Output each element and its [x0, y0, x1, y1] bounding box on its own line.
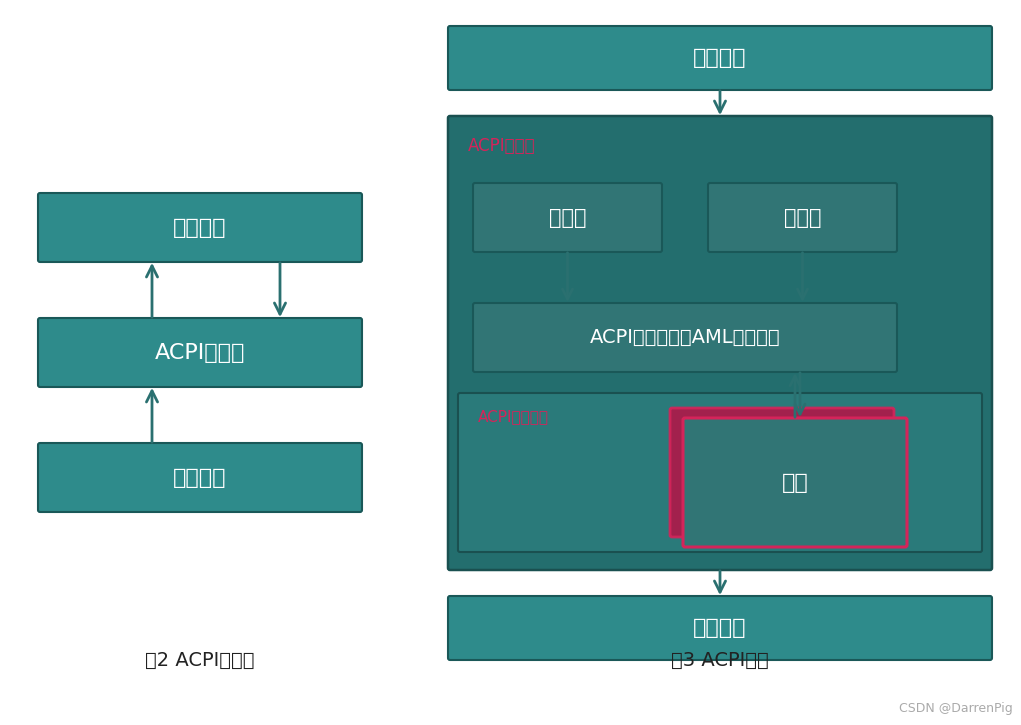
FancyBboxPatch shape	[38, 443, 362, 512]
Text: ACPI子系统: ACPI子系统	[155, 342, 245, 362]
FancyBboxPatch shape	[448, 116, 992, 570]
Text: 操作系统: 操作系统	[174, 218, 227, 238]
FancyBboxPatch shape	[683, 418, 907, 547]
FancyBboxPatch shape	[38, 318, 362, 387]
Text: 对象: 对象	[782, 473, 809, 492]
FancyBboxPatch shape	[708, 183, 897, 252]
FancyBboxPatch shape	[448, 26, 992, 90]
Text: ACPI机器语言（AML）解释器: ACPI机器语言（AML）解释器	[590, 328, 780, 347]
FancyBboxPatch shape	[670, 408, 894, 537]
Text: 图3 ACPI结构: 图3 ACPI结构	[671, 650, 769, 669]
Text: 数据表: 数据表	[548, 207, 586, 228]
FancyBboxPatch shape	[473, 303, 897, 372]
Text: 系统硬件: 系统硬件	[693, 618, 746, 638]
Text: ACPI名称空间: ACPI名称空间	[478, 410, 549, 425]
Text: 系统固件: 系统固件	[174, 468, 227, 487]
Text: 图2 ACPI子系统: 图2 ACPI子系统	[145, 650, 255, 669]
Text: 操作系统: 操作系统	[693, 48, 746, 68]
Text: CSDN @DarrenPig: CSDN @DarrenPig	[900, 702, 1013, 715]
FancyBboxPatch shape	[448, 596, 992, 660]
Text: ACPI子系统: ACPI子系统	[468, 137, 536, 155]
FancyBboxPatch shape	[458, 393, 982, 552]
Text: 定义块: 定义块	[784, 207, 821, 228]
FancyBboxPatch shape	[473, 183, 662, 252]
FancyBboxPatch shape	[38, 193, 362, 262]
